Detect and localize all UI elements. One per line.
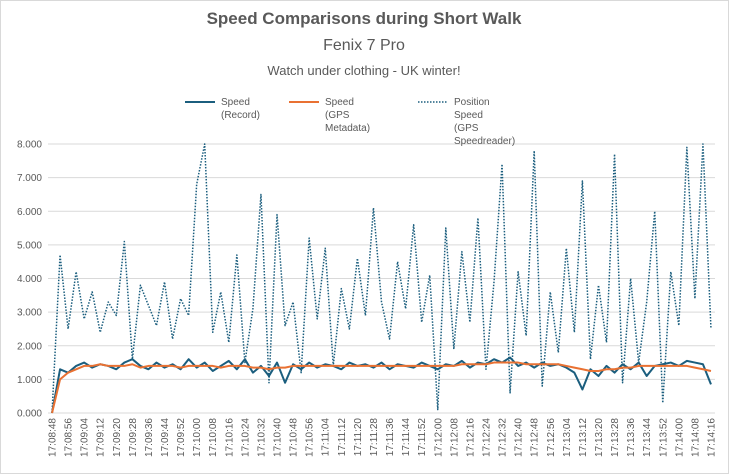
x-tick-label: 17:14:16 <box>706 418 717 457</box>
series-line <box>51 143 712 414</box>
chart-title: Speed Comparisons during Short Walk <box>207 9 522 28</box>
legend-label: Speed (Record) <box>221 97 260 121</box>
x-tick-label: 17:10:32 <box>256 418 267 457</box>
x-tick-label: 17:11:04 <box>321 418 332 457</box>
x-tick-label: 17:11:28 <box>369 418 380 457</box>
y-tick-label: 7.000 <box>17 173 42 184</box>
x-tick-label: 17:09:20 <box>112 418 123 457</box>
x-tick-label: 17:11:12 <box>337 418 348 457</box>
legend-swatch <box>418 101 448 103</box>
x-tick-label: 17:12:56 <box>546 418 557 457</box>
y-tick-label: 2.000 <box>17 341 42 352</box>
x-tick-label: 17:10:08 <box>208 418 219 457</box>
x-tick-label: 17:12:00 <box>433 418 444 457</box>
x-tick-label: 17:14:08 <box>690 418 701 457</box>
x-tick-label: 17:13:44 <box>642 418 653 457</box>
x-tick-label: 17:09:44 <box>160 418 171 457</box>
y-tick-label: 8.000 <box>17 140 42 151</box>
x-tick-label: 17:14:00 <box>674 418 685 457</box>
chart-subtitle: Fenix 7 Pro <box>323 37 405 54</box>
x-tick-label: 17:12:16 <box>465 418 476 457</box>
x-tick-label: 17:09:12 <box>96 418 107 457</box>
legend-label: Speed (GPS Metadata) <box>325 97 371 134</box>
x-tick-label: 17:13:28 <box>610 418 621 457</box>
x-tick-label: 17:10:40 <box>273 418 284 457</box>
x-tick-label: 17:10:16 <box>224 418 235 457</box>
y-tick-label: 3.000 <box>17 308 42 319</box>
x-tick-label: 17:13:20 <box>594 418 605 457</box>
y-tick-label: 1.000 <box>17 375 42 386</box>
x-tick-label: 17:11:52 <box>417 418 428 457</box>
chart-annotation: Watch under clothing - UK winter! <box>267 63 460 78</box>
x-tick-label: 17:12:08 <box>449 418 460 457</box>
series-line <box>51 361 712 414</box>
x-tick-label: 17:12:32 <box>498 418 509 457</box>
y-tick-label: 5.000 <box>17 240 42 251</box>
x-tick-label: 17:13:36 <box>626 418 637 457</box>
y-tick-label: 6.000 <box>17 207 42 218</box>
y-tick-label: 4.000 <box>17 274 42 285</box>
x-tick-label: 17:13:12 <box>578 418 589 457</box>
x-tick-label: 17:08:56 <box>64 418 75 457</box>
x-tick-label: 17:09:36 <box>144 418 155 457</box>
legend-label: Position Speed (GPS Speedreader) <box>454 97 516 147</box>
legend-swatch <box>185 101 215 103</box>
x-tick-label: 17:11:20 <box>353 418 364 457</box>
x-tick-label: 17:09:04 <box>80 418 91 457</box>
x-tick-label: 17:10:24 <box>240 418 251 457</box>
x-tick-label: 17:09:28 <box>128 418 139 457</box>
x-tick-label: 17:12:24 <box>481 418 492 457</box>
x-tick-label: 17:10:48 <box>289 418 300 457</box>
x-tick-label: 17:09:52 <box>176 418 187 457</box>
x-tick-label: 17:08:48 <box>48 418 59 457</box>
y-tick-label: 0.000 <box>17 409 42 420</box>
x-tick-label: 17:10:00 <box>192 418 203 457</box>
x-tick-label: 17:11:36 <box>385 418 396 457</box>
x-tick-label: 17:10:56 <box>305 418 316 457</box>
x-tick-label: 17:12:40 <box>514 418 525 457</box>
x-tick-label: 17:13:52 <box>658 418 669 457</box>
x-tick-label: 17:13:04 <box>562 418 573 457</box>
legend-swatch <box>289 101 319 103</box>
x-tick-label: 17:11:44 <box>401 418 412 457</box>
x-tick-label: 17:12:48 <box>530 418 541 457</box>
